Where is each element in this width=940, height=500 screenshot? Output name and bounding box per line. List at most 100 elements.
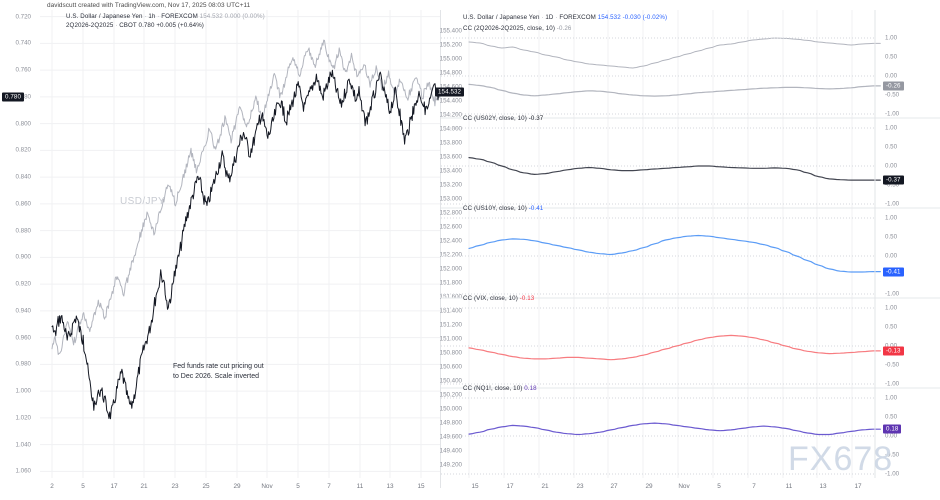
subpanel-value-badge-cc-nq1: 0.18 bbox=[883, 424, 902, 434]
right-y-tick: 153.000 bbox=[439, 195, 462, 203]
legend-change-pct: (0.00%) bbox=[242, 13, 265, 20]
subpanel-value: 0.18 bbox=[522, 385, 537, 392]
legend-row-usdjpy-1h: U.S. Dollar / Japanese Yen · 1h · FOREXC… bbox=[66, 13, 265, 20]
right-legend-last: 154.532 bbox=[597, 14, 621, 21]
left-y-tick: 1.040 bbox=[15, 441, 31, 449]
right-x-tick: 11 bbox=[785, 483, 793, 490]
subpanel-value: -0.13 bbox=[517, 295, 535, 302]
subpanel-legend-cc-us10y: CC (US10Y, close, 10) -0.41 bbox=[463, 204, 543, 213]
legend-last-2: 0.780 bbox=[138, 22, 155, 29]
legend-exchange: FOREXCOM bbox=[161, 13, 198, 20]
right-y-tick: 154.600 bbox=[440, 84, 462, 91]
annotation-line-1: Fed funds rate cut pricing out bbox=[173, 363, 264, 370]
left-y-tick: 0.820 bbox=[15, 146, 31, 154]
left-y-tick: 1.020 bbox=[15, 414, 31, 422]
subpanel-value: -0.37 bbox=[526, 115, 544, 122]
subpanel-scale-tick: 1.00 bbox=[885, 124, 898, 132]
left-y-tick: 0.760 bbox=[15, 66, 31, 74]
left-y-tick: 0.940 bbox=[15, 307, 31, 315]
left-y-tick: 1.060 bbox=[15, 467, 31, 475]
right-chart-pane[interactable]: U.S. Dollar / Japanese Yen · 1D · FOREXC… bbox=[435, 10, 940, 490]
subpanel-scale-tick: 1.00 bbox=[885, 304, 898, 312]
subpanel-scale-tick: 0.50 bbox=[885, 413, 898, 421]
left-chart-pane[interactable]: U.S. Dollar / Japanese Yen · 1h · FOREXC… bbox=[2, 10, 440, 490]
right-y-tick: 153.400 bbox=[439, 167, 462, 175]
left-y-tick: 0.740 bbox=[15, 39, 31, 47]
correlation-line-cc-us10y bbox=[468, 234, 881, 273]
subpanel-value-badge-cc-2q: -0.26 bbox=[883, 81, 904, 91]
left-price-axis[interactable]: 0.720 0.740 0.760 0.780 0.800 0.820 0.840 0.860… bbox=[0, 10, 34, 488]
right-x-tick: 17 bbox=[854, 483, 862, 490]
subpanel-scale-tick: 1.00 bbox=[885, 214, 898, 222]
right-y-tick: 151.200 bbox=[439, 321, 462, 329]
right-legend-change: -0.030 bbox=[622, 14, 641, 21]
subpanel-scale-tick: -1.00 bbox=[885, 470, 900, 478]
legend-change-pct-2: (+0.64%) bbox=[177, 22, 204, 29]
subpanel-legend-cc-2q: CC (2Q2026-2Q2025, close, 10) -0.26 bbox=[463, 24, 571, 33]
subpanel-label: CC (2Q2026-2Q2025, close, 10) bbox=[463, 25, 555, 32]
left-y-tick: 0.800 bbox=[15, 120, 31, 128]
left-x-tick: 15 bbox=[417, 483, 425, 490]
subpanel-scale-tick: -0.50 bbox=[885, 361, 900, 369]
subpanel-legend-cc-vix: CC (VIX, close, 10) -0.13 bbox=[463, 294, 534, 303]
right-x-tick: 23 bbox=[576, 483, 584, 490]
subpanel-scale-tick: -1.00 bbox=[885, 380, 900, 388]
left-plot-area[interactable] bbox=[40, 10, 440, 488]
subpanel-scale-tick: 0.00 bbox=[885, 162, 898, 170]
right-x-tick: Nov bbox=[678, 483, 690, 490]
legend-change: 0.000 bbox=[224, 13, 241, 20]
right-subpanels[interactable] bbox=[441, 10, 940, 488]
subpanel-scale-tick: -0.50 bbox=[885, 451, 900, 459]
right-time-axis[interactable]: 15 17 21 23 27 29 Nov 5 7 11 13 17 bbox=[441, 478, 940, 498]
right-y-tick: 154.200 bbox=[439, 111, 462, 119]
right-x-tick: 13 bbox=[819, 483, 827, 490]
left-y-tick: 0.920 bbox=[15, 280, 31, 288]
legend-exchange-2: CBOT bbox=[119, 22, 137, 29]
left-x-tick: 11 bbox=[356, 483, 364, 490]
left-price-badge: 0.780 bbox=[2, 92, 24, 102]
right-y-tick: 151.800 bbox=[439, 279, 462, 287]
attribution-text: davidscutt created with TradingView.com,… bbox=[47, 2, 251, 9]
right-y-tick: 149.800 bbox=[439, 419, 462, 427]
subpanel-value: -0.41 bbox=[526, 205, 544, 212]
subpanel-scale-tick: -1.00 bbox=[885, 200, 900, 208]
subpanel-scale-tick: 0.00 bbox=[885, 343, 897, 350]
right-y-tick: 153.800 bbox=[439, 139, 462, 147]
left-x-tick: 7 bbox=[327, 483, 331, 490]
right-y-tick: 152.000 bbox=[439, 265, 462, 273]
left-y-tick: 0.720 bbox=[15, 13, 31, 21]
left-x-tick: 5 bbox=[81, 483, 85, 490]
subpanel-value: -0.26 bbox=[554, 25, 572, 32]
subpanel-legend-cc-us02y: CC (US02Y, close, 10) -0.37 bbox=[463, 114, 543, 123]
right-y-tick: 150.200 bbox=[439, 391, 462, 399]
right-y-tick: 149.200 bbox=[439, 461, 462, 469]
right-y-tick: 152.600 bbox=[439, 223, 462, 231]
right-legend-symbol: U.S. Dollar / Japanese Yen bbox=[463, 14, 540, 21]
right-legend-interval: 1D bbox=[545, 14, 554, 21]
right-y-tick: 149.600 bbox=[439, 433, 462, 441]
right-y-tick: 155.200 bbox=[439, 41, 462, 49]
subpanel-label: CC (US10Y, close, 10) bbox=[463, 205, 527, 212]
subpanel-scale-tick: 1.00 bbox=[885, 34, 898, 42]
legend-interval: 1h bbox=[148, 13, 156, 20]
right-y-tick: 149.400 bbox=[439, 447, 462, 455]
right-y-tick: 155.000 bbox=[439, 55, 462, 63]
legend-last: 154.532 bbox=[199, 13, 223, 20]
right-y-tick: 150.400 bbox=[439, 377, 462, 385]
left-y-tick: 0.980 bbox=[15, 360, 31, 368]
subpanel-scale-tick: -1.00 bbox=[885, 290, 900, 298]
right-y-tick: 151.000 bbox=[439, 335, 462, 343]
right-chart-legend: U.S. Dollar / Japanese Yen · 1D · FOREXC… bbox=[463, 14, 668, 21]
subpanel-scale-tick: 1.00 bbox=[885, 394, 898, 402]
left-x-tick: 2 bbox=[50, 483, 54, 490]
right-legend-exchange: FOREXCOM bbox=[559, 14, 596, 21]
right-price-badge: 154.532 bbox=[435, 87, 465, 97]
subpanel-scale-tick: -1.00 bbox=[885, 110, 900, 118]
left-time-axis[interactable]: 2 5 17 21 23 25 29 Nov 5 7 11 13 15 bbox=[40, 478, 440, 498]
subpanel-label: CC (US02Y, close, 10) bbox=[463, 115, 527, 122]
left-x-tick: Nov bbox=[261, 483, 273, 490]
right-y-tick: 152.400 bbox=[439, 237, 462, 245]
right-price-axis[interactable]: 155.400 155.200 155.000 154.800 154.600 154.4… bbox=[435, 10, 465, 488]
left-chart-legend: U.S. Dollar / Japanese Yen · 1h · FOREXC… bbox=[66, 12, 265, 30]
right-legend-change-pct: (-0.02%) bbox=[642, 14, 668, 21]
